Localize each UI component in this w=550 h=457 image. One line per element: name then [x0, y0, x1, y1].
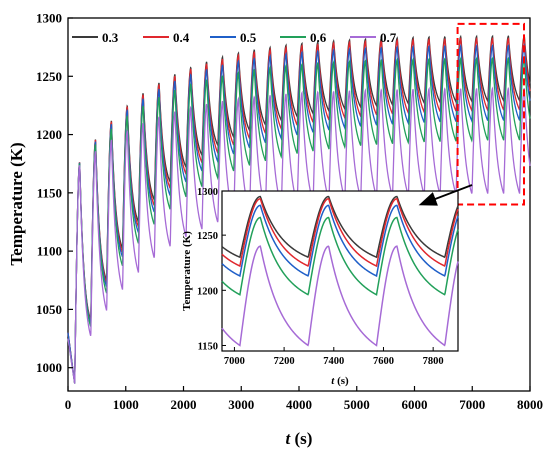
inset-plot-area: [221, 190, 459, 352]
legend-label-0-6: 0.6: [310, 30, 327, 45]
y-tick-label: 1100: [37, 244, 62, 259]
x-tick-label: 1000: [113, 397, 139, 412]
x-axis-title: t (s): [286, 429, 313, 448]
y-tick-label: 1150: [37, 185, 62, 200]
y-tick-label: 1000: [36, 360, 62, 375]
inset-y-axis-title: Temperature (K): [181, 231, 193, 311]
inset-x-axis-variable: t: [331, 375, 335, 387]
inset-series-group: [221, 195, 459, 347]
x-axis-unit: (s): [290, 429, 312, 448]
legend-label-0-4: 0.4: [173, 30, 190, 45]
inset-y-tick-label: 1200: [197, 286, 218, 297]
inset-tick-labels: 7000 7200 7400 7600 7800 1150 1200 1250 1300: [197, 187, 444, 367]
legend-label-0-3: 0.3: [102, 30, 119, 45]
x-tick-label: 8000: [517, 397, 543, 412]
x-axis-variable: t: [286, 429, 292, 448]
zoom-highlight-box: [456, 22, 525, 206]
series-line-0-7: [67, 86, 531, 384]
zoom-arrow: [418, 184, 473, 206]
x-tick-label: 4000: [286, 397, 312, 412]
x-tick-label: 2000: [171, 397, 197, 412]
x-tick-label: 0: [65, 397, 72, 412]
inset-y-tick-label: 1150: [198, 341, 218, 352]
series-line-0-6: [67, 55, 531, 384]
inset-y-tick-label: 1250: [197, 231, 218, 242]
x-tick-label: 5000: [344, 397, 370, 412]
inset-x-tick-label: 7000: [224, 356, 245, 367]
inset-ticks: [222, 190, 434, 351]
y-axis-title: Temperature (K): [7, 142, 26, 265]
inset-y-tick-label: 1300: [197, 187, 218, 198]
legend: 0.3 0.4 0.5 0.6 0.7: [72, 30, 397, 45]
inset-x-axis-title: t (s): [331, 375, 349, 387]
x-tick-label: 7000: [459, 397, 485, 412]
main-tick-labels: 0 1000 2000 3000 4000 5000 6000 7000 8000 1000 105…: [36, 11, 543, 413]
y-tick-label: 1300: [36, 11, 62, 26]
inset-series-line-0-7: [221, 245, 459, 347]
inset-x-tick-label: 7400: [323, 356, 344, 367]
x-tick-label: 3000: [228, 397, 254, 412]
y-tick-label: 1250: [36, 69, 62, 84]
main-series-group: [67, 34, 531, 384]
inset-x-axis-unit: (s): [334, 375, 349, 387]
inset-x-tick-label: 7200: [274, 356, 295, 367]
main-ticks: [67, 17, 531, 391]
legend-label-0-7: 0.7: [380, 30, 397, 45]
inset-series-line-0-4: [221, 197, 459, 268]
y-tick-label: 1050: [36, 302, 62, 317]
inset-series-line-0-3: [221, 195, 459, 259]
y-tick-label: 1200: [36, 127, 62, 142]
inset-series-line-0-6: [221, 216, 459, 296]
inset-x-tick-label: 7800: [423, 356, 444, 367]
x-tick-label: 6000: [402, 397, 428, 412]
inset-plot: 7000 7200 7400 7600 7800 1150 1200 1250 1300: [197, 187, 459, 367]
inset-x-tick-label: 7600: [373, 356, 394, 367]
legend-label-0-5: 0.5: [240, 30, 257, 45]
inset-series-line-0-5: [221, 204, 459, 278]
